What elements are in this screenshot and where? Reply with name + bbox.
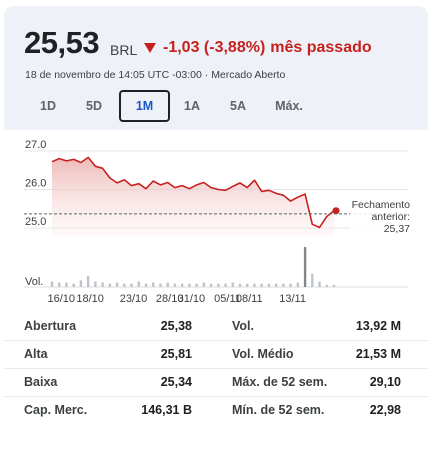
market-status: 18 de novembro de 14:05 UTC -03:00 · Mer… [25, 69, 286, 81]
volume-bar [166, 282, 169, 287]
volume-bar [137, 281, 140, 287]
stats-row: Cap. Merc. 146,31 B Mín. de 52 sem. 22,9… [4, 396, 428, 424]
tab-1m[interactable]: 1M [119, 90, 170, 122]
volume-bar [267, 283, 271, 287]
volume-bar [274, 283, 278, 287]
volume-bar [144, 283, 148, 287]
volume-bar [224, 283, 227, 287]
stat-value-52w-low: 22,98 [369, 403, 401, 417]
volume-bar [159, 283, 162, 287]
volume-bar [311, 273, 314, 287]
stat-label-52w-high: Máx. de 52 sem. [232, 375, 328, 389]
volume-bar [79, 280, 83, 287]
stat-value-volume: 13,92 M [355, 319, 401, 333]
volume-bar [282, 283, 285, 287]
previous-close-label: Fechamento [352, 199, 411, 211]
stat-value-low: 25,34 [160, 375, 192, 389]
previous-close-label: anterior: [371, 211, 410, 223]
tab-5d[interactable]: 5D [86, 99, 102, 113]
stat-value-high: 25,81 [160, 347, 192, 361]
divider [4, 340, 428, 341]
volume-bar [123, 283, 126, 287]
y-tick-label: 26.0 [25, 178, 46, 190]
volume-bar [289, 283, 292, 287]
stat-value-market-cap: 146,31 B [141, 403, 192, 417]
stat-label-low: Baixa [24, 375, 58, 389]
volume-bar [58, 282, 61, 287]
tab-1a[interactable]: 1A [184, 99, 200, 113]
volume-bar [65, 282, 68, 287]
tab-1d[interactable]: 1D [40, 99, 56, 113]
volume-bar [152, 282, 155, 287]
tab-5a[interactable]: 5A [230, 99, 246, 113]
volume-bar [180, 283, 184, 287]
x-tick-label: 13/11 [279, 293, 306, 305]
y-tick-label: 27.0 [25, 139, 46, 151]
stat-label-high: Alta [24, 347, 48, 361]
price-change: -1,03 (-3,88%) mês passado [144, 39, 372, 57]
current-price: 25,53 [24, 25, 100, 60]
x-tick-label: 23/10 [120, 293, 148, 305]
stat-label-avg-volume: Vol. Médio [232, 347, 294, 361]
x-tick-label: 16/10 [47, 293, 75, 305]
stock-quote-card: 25,53 BRL -1,03 (-3,88%) mês passado 18 … [4, 6, 428, 432]
divider [4, 396, 428, 397]
volume-bar [209, 283, 213, 287]
stat-value-open: 25,38 [160, 319, 192, 333]
change-value: -1,03 (-3,88%) [163, 39, 266, 56]
stat-value-52w-high: 29,10 [369, 375, 401, 389]
volume-bar [325, 284, 328, 287]
stats-row: Alta 25,81 Vol. Médio 21,53 M [4, 340, 428, 368]
x-tick-label: 31/10 [178, 293, 206, 305]
quote-header: 25,53 BRL -1,03 (-3,88%) mês passado 18 … [4, 6, 428, 130]
volume-bar [238, 283, 242, 287]
stat-label-open: Abertura [24, 319, 77, 333]
stat-value-avg-volume: 21,53 M [355, 347, 401, 361]
volume-bar [260, 283, 263, 287]
stat-label-52w-low: Mín. de 52 sem. [232, 403, 325, 417]
y-tick-label: 25.0 [25, 216, 46, 228]
stat-label-market-cap: Cap. Merc. [24, 403, 88, 417]
volume-bar [86, 275, 90, 287]
volume-bar [217, 283, 220, 287]
stats-row: Baixa 25,34 Máx. de 52 sem. 29,10 [4, 368, 428, 396]
volume-bar [188, 283, 191, 287]
x-tick-label: 18/10 [76, 293, 104, 305]
volume-bar [50, 281, 54, 287]
x-tick-label: 08/11 [236, 293, 263, 305]
x-tick-label: 28/10 [156, 293, 184, 305]
previous-close-value: 25,37 [384, 223, 410, 235]
volume-bar [115, 282, 119, 287]
last-price-dot [332, 207, 340, 215]
volume-bar [231, 282, 234, 287]
price-line [51, 156, 335, 229]
currency-code: BRL [110, 42, 138, 58]
stats-row: Abertura 25,38 Vol. 13,92 M [4, 312, 428, 340]
volume-bar [303, 247, 307, 287]
volume-bar [332, 284, 336, 287]
volume-bar [101, 282, 104, 287]
volume-bar [202, 282, 206, 287]
change-period: mês passado [270, 39, 372, 56]
volume-bar [253, 283, 256, 287]
divider [4, 368, 428, 369]
volume-bar [108, 283, 112, 287]
down-arrow-icon [144, 43, 156, 53]
stat-label-volume: Vol. [232, 319, 254, 333]
volume-bar [318, 281, 321, 287]
volume-bar [195, 283, 198, 287]
volume-bar [246, 283, 249, 287]
x-tick-label: 05/11 [214, 293, 241, 305]
tab-max[interactable]: Máx. [275, 99, 303, 113]
volume-bar [130, 283, 133, 287]
previous-close-label-bg [350, 195, 412, 234]
volume-label: Vol. [25, 276, 43, 288]
price-area [52, 157, 334, 236]
volume-bar [94, 281, 97, 287]
volume-bar [296, 282, 300, 287]
volume-bar [72, 283, 75, 287]
range-tabs: 1D 5D 1M 1A 5A Máx. [26, 90, 386, 122]
volume-bar [173, 283, 177, 287]
